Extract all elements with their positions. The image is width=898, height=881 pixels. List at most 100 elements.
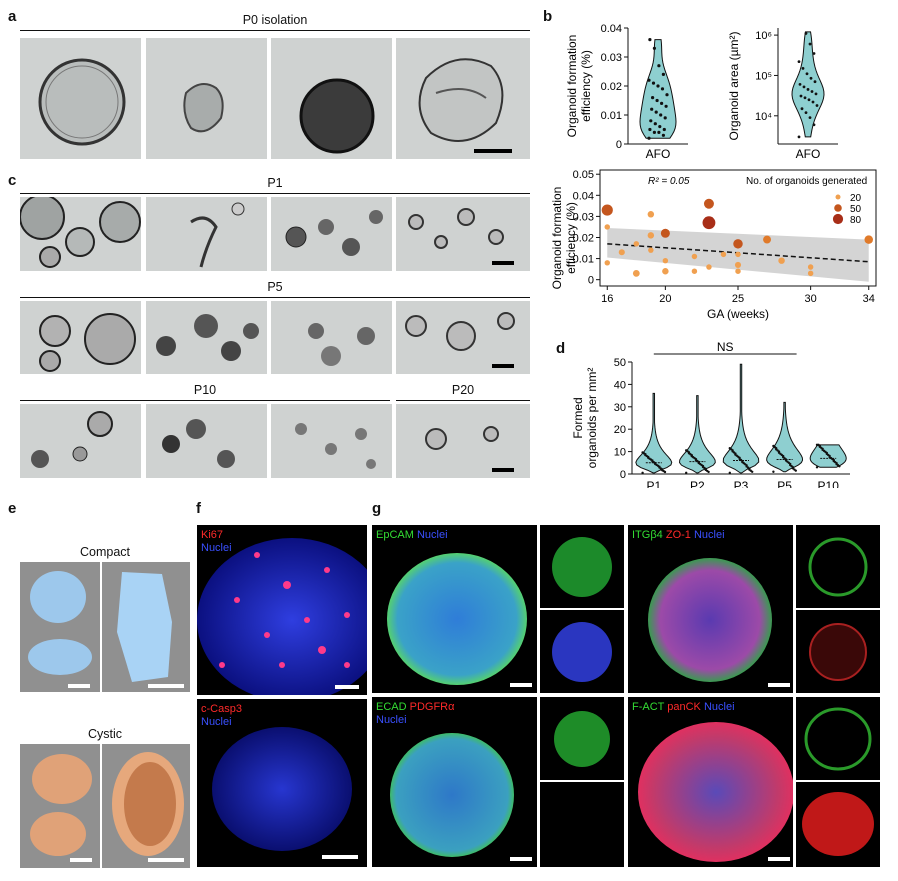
f-act-label: F-ACT panCK Nuclei [632,701,735,714]
d-point [772,470,775,473]
d-point [647,456,650,460]
cystic-label: Cystic [87,727,123,741]
panel-d-violins: 0 10 20 30 40 50 Formed organoids per mm² P1 P2 P3… [571,340,850,488]
b-right-point [811,100,815,104]
b-right-point [804,32,808,35]
b-scatter-point [648,247,654,253]
d-point [734,453,737,456]
d-point [775,448,778,451]
epcam-nuclei: Nuclei [416,529,448,541]
b-scatter-ytick-label: 0 [588,275,594,287]
d-point [697,461,700,465]
p10-image-1 [20,404,141,478]
panel-b-violins: 0 0.01 0.02 0.03 0.04 Organoid formation effic… [565,23,838,161]
d-point [815,443,819,447]
panel-letter-e: e [8,500,17,517]
b-scatter-ytick-label: 0.02 [573,232,594,244]
p5-image-4 [396,301,530,374]
d-ytick-label: 10 [614,447,626,459]
compact-render-1 [20,562,100,692]
b-right-point [813,80,817,84]
d-point [789,463,792,467]
d-point [731,450,734,453]
b-right-point [810,90,814,93]
b-left-point [660,101,664,105]
b-left-point [652,130,656,134]
b-right-ytick-label: 10⁶ [755,30,772,42]
b-scatter-legend-marker [832,213,844,225]
b-scatter-point [735,268,741,274]
scale-bar [335,685,359,689]
d-point [658,466,661,469]
d-ytick-label: 40 [614,379,626,391]
panel-c-p1-line [20,193,530,194]
b-left-point [650,107,654,111]
d-point [825,452,828,456]
b-right-point [812,52,816,55]
epcam-image: EpCAM Nuclei [372,525,537,693]
b-scatter-point [735,251,741,258]
itgb4-label: ITGβ4 ZO-1 Nuclei [632,529,725,542]
p0-image-3 [271,38,392,159]
p5-image-3 [271,301,392,374]
compact-render-2 [102,562,190,692]
d-point [641,451,644,454]
scale-bar [492,468,514,472]
b-left-ytick-label: 0.01 [601,110,622,122]
d-point [694,458,698,462]
d-point [821,448,824,452]
d-point [644,453,647,457]
d-point [818,445,821,448]
f-act-marker: F-ACT [632,701,665,713]
b-left-point [654,110,658,114]
b-scatter-xtick-label: 34 [863,293,875,305]
b-scatter-point [864,235,873,244]
panel-letter-d: d [556,340,566,357]
b-scatter-ylabel-line2: efficiency (%) [564,202,578,274]
d-xtick-label: P1 [646,479,661,488]
p1-image-3 [271,197,392,271]
scale-bar [768,857,790,861]
p0-image-4 [396,38,530,159]
scale-bar [148,684,184,688]
d-point [782,456,785,459]
b-right-point [799,94,803,98]
ecad-marker: ECAD [376,701,407,713]
b-left-point [657,130,661,134]
ki67-nuclei: Nuclei [201,542,232,554]
b-right-point [814,92,818,96]
b-scatter-point [647,232,655,239]
itgb4-nuclei: Nuclei [693,529,725,541]
epcam-blue-channel [540,610,624,693]
b-left-xtick-label: AFO [646,147,671,161]
itgb4-image: ITGβ4 ZO-1 Nuclei [628,525,793,693]
ecad-green-channel [540,697,624,780]
b-scatter-legend-label: 50 [850,204,862,215]
d-point [701,465,705,469]
zo1-marker: ZO-1 [665,529,691,541]
zo1-red-channel [796,610,880,693]
b-left-point [653,122,657,126]
d-point [654,462,657,466]
d-violin-p5 [766,401,804,473]
b-right-point [807,98,811,102]
p5-image-1 [20,301,141,374]
panel-letter-g: g [372,500,382,517]
b-right-point [812,123,816,127]
d-point [687,452,691,455]
panel-letter-c: c [8,172,17,189]
d-point [815,466,819,469]
panel-a-header: P0 isolation [242,13,308,27]
d-ytick-label: 50 [614,357,626,369]
ki67-marker: Ki67 [201,529,224,541]
ecad-label: ECAD PDGFRα Nuclei [376,701,454,727]
b-scatter-legend-label: 20 [850,193,862,204]
b-left-point [657,64,661,68]
panel-c-p10-line [20,400,390,401]
panel-a-header-line [20,30,530,31]
itgb4-green-channel [796,525,880,608]
b-left-point [655,98,659,103]
panel-c-p5-line [20,297,530,298]
scale-bar [68,684,90,688]
b-scatter-r2: R² = 0.05 [648,176,690,187]
